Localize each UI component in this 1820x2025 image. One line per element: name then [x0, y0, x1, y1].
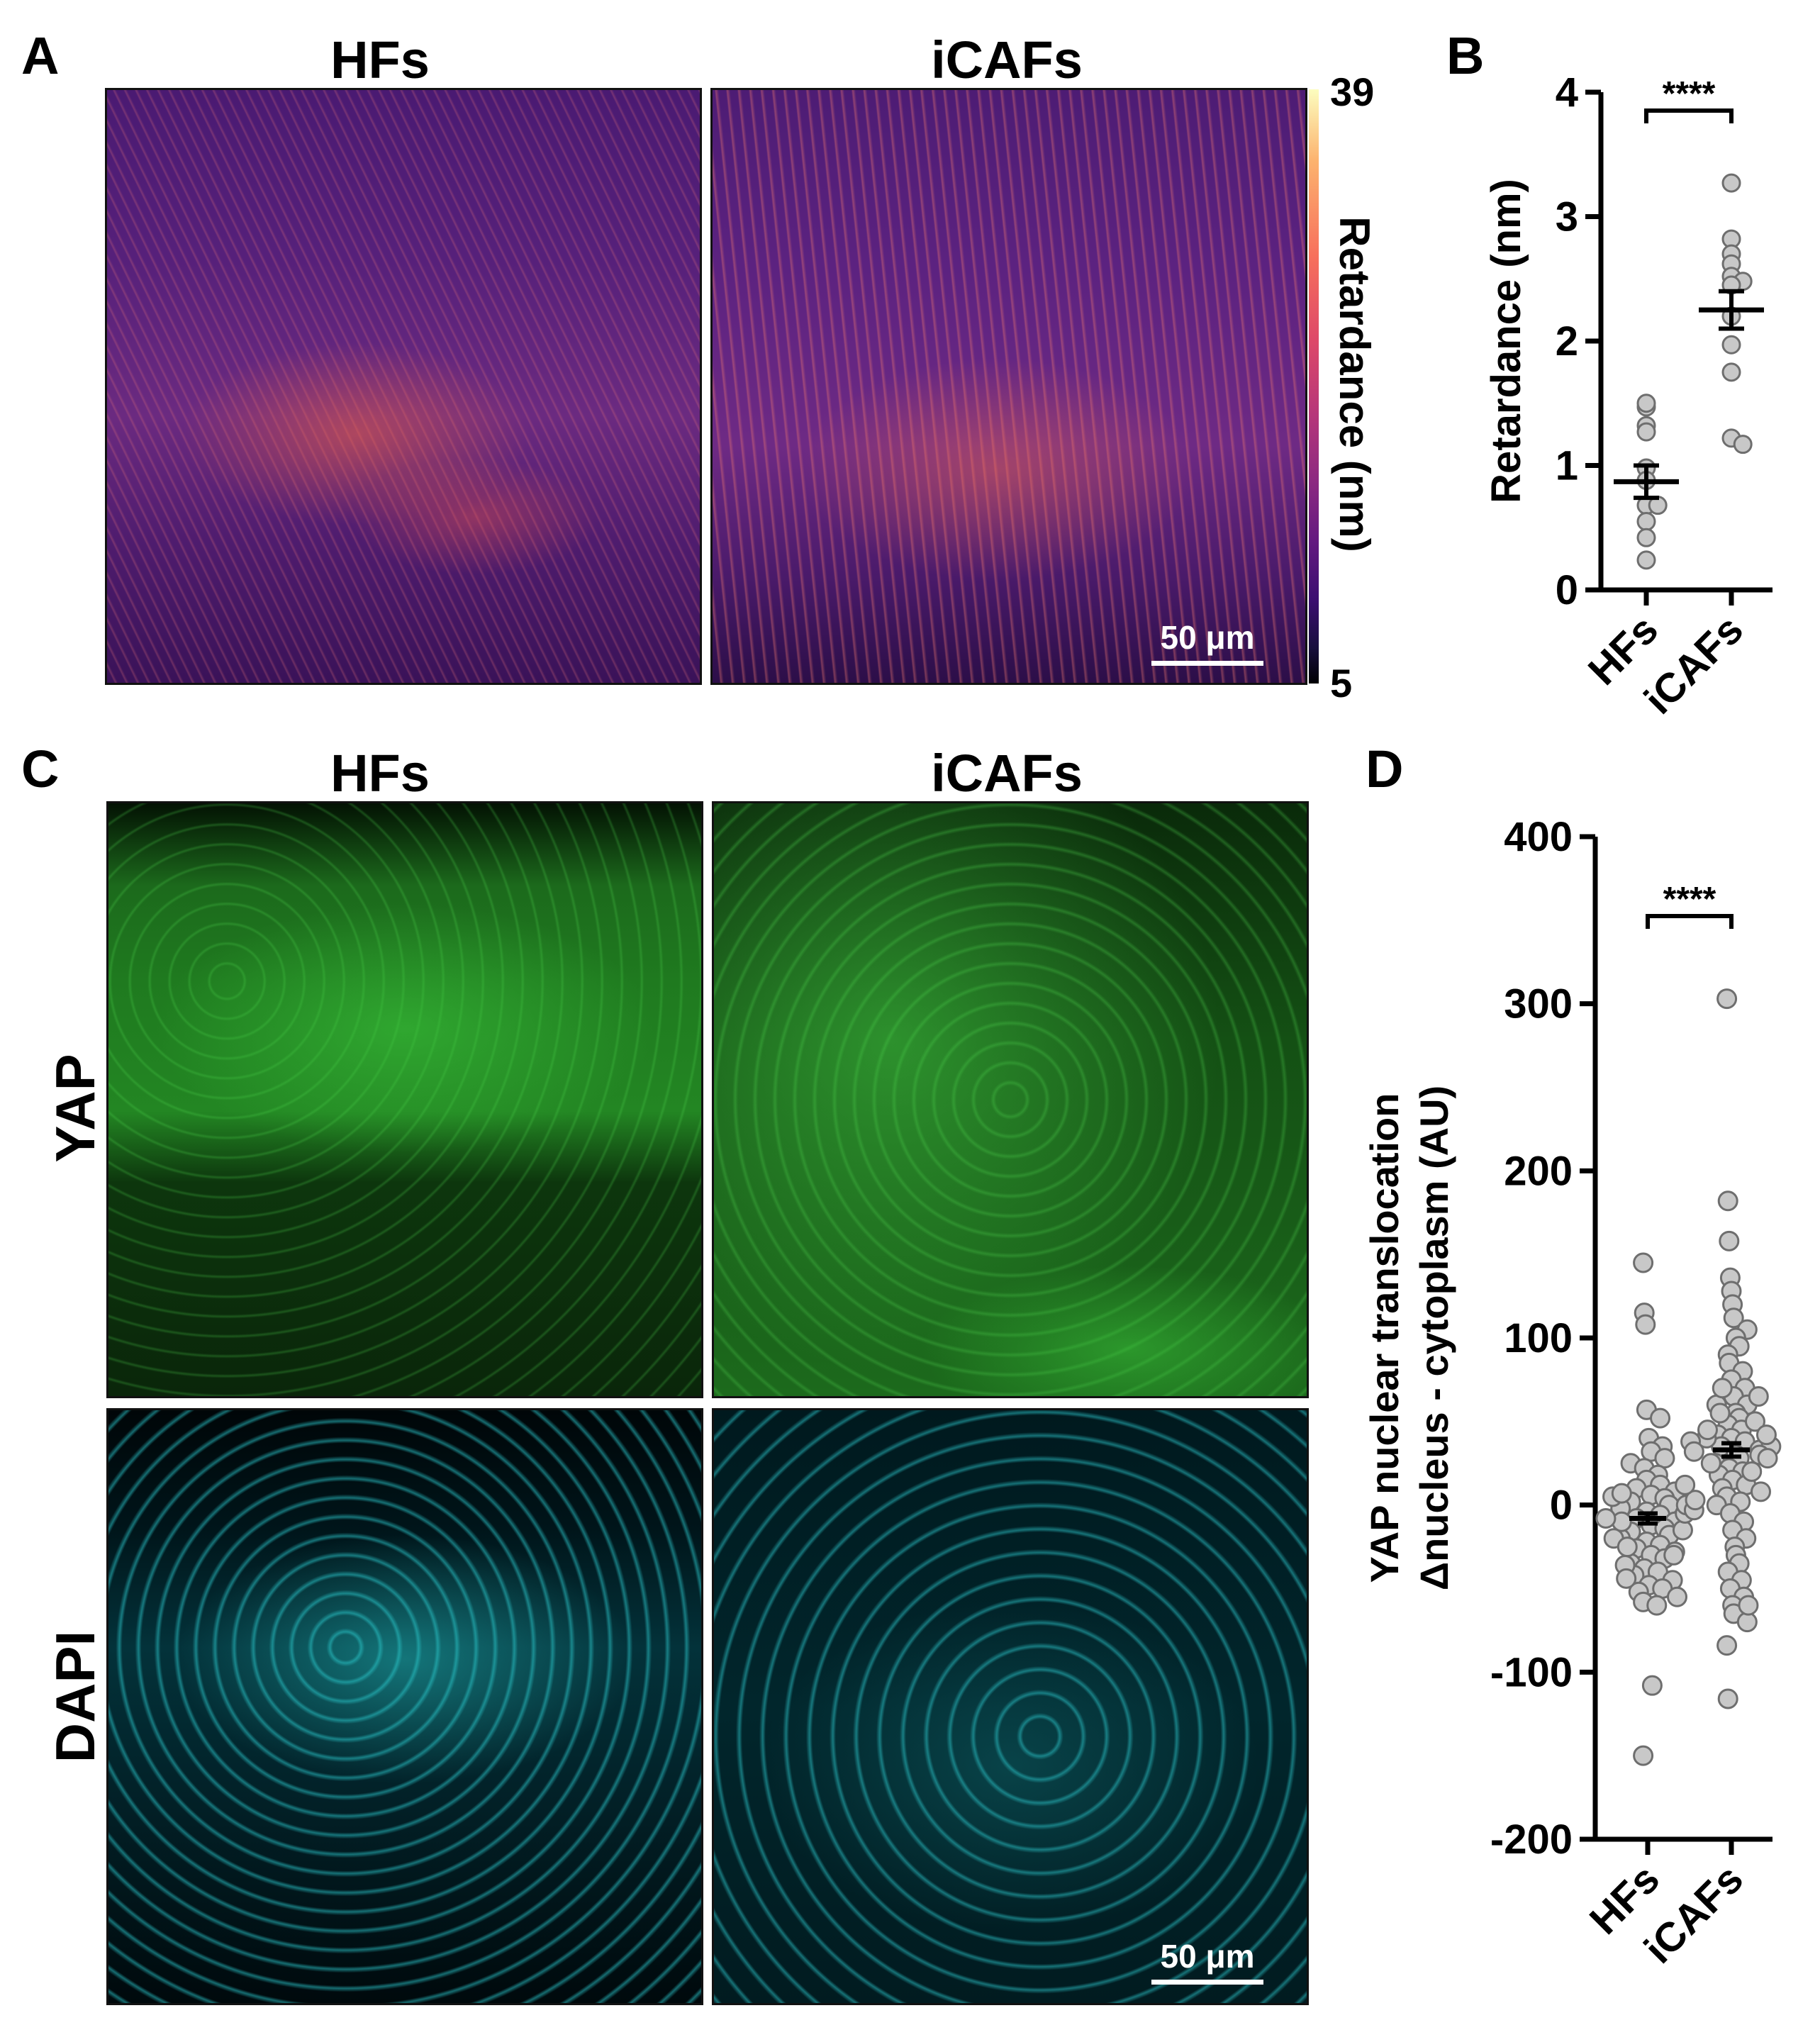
data-point	[1616, 1568, 1637, 1589]
data-point	[1733, 435, 1753, 454]
data-point	[1719, 1230, 1740, 1251]
panel-a-title-hfs: HFs	[330, 30, 430, 89]
data-point	[1633, 1745, 1654, 1766]
data-point	[1723, 1307, 1744, 1329]
scalebar-line-c	[1151, 1980, 1263, 1985]
data-point	[1700, 1453, 1721, 1474]
significance-label: ****	[1663, 75, 1716, 113]
data-point	[1738, 1595, 1759, 1616]
data-point	[1646, 1595, 1668, 1616]
data-point	[1736, 1612, 1758, 1633]
panel-a-title-icafs: iCAFs	[931, 30, 1083, 89]
data-point	[1721, 173, 1741, 193]
data-point	[1672, 1519, 1693, 1541]
data-point	[1745, 1411, 1765, 1432]
data-point	[1636, 394, 1656, 413]
panel-label-a: A	[21, 26, 60, 85]
data-point	[1721, 362, 1741, 382]
significance-label: ****	[1663, 881, 1716, 918]
colorbar-min-label: 5	[1330, 661, 1353, 705]
data-point	[1721, 335, 1741, 355]
significance-bracket	[1644, 108, 1734, 123]
y-axis-label: YAP nuclear translocation	[1362, 1093, 1407, 1583]
data-point	[1717, 1688, 1738, 1709]
y-tick-label: 3	[1556, 194, 1578, 240]
data-point	[1636, 550, 1656, 570]
data-point	[1697, 1419, 1718, 1441]
data-point	[1675, 1474, 1696, 1495]
colorbar-max-label: 39	[1330, 69, 1375, 114]
data-point	[1757, 1448, 1778, 1469]
y-tick-label: -200	[1490, 1817, 1573, 1863]
chart-yap-translocation: -200 -100 0 100 200 300 400 YAP nuclear translo…	[1362, 814, 1782, 1973]
row-label-yap: YAP	[44, 1054, 106, 1163]
colorbar-title: Retardance (nm)	[1331, 216, 1378, 552]
retardance-colorbar	[1309, 89, 1319, 684]
data-point	[1667, 1586, 1687, 1607]
data-point	[1748, 1385, 1769, 1407]
data-point	[1716, 988, 1738, 1010]
dapi-image-icafs	[712, 1408, 1309, 2005]
panel-label-d: D	[1366, 740, 1404, 798]
data-point	[1633, 1252, 1654, 1273]
yap-image-hfs	[106, 801, 703, 1398]
data-point	[1636, 528, 1656, 547]
data-point	[1663, 1544, 1685, 1566]
y-tick-label: 0	[1556, 567, 1578, 613]
panel-label-c: C	[21, 740, 60, 798]
y-tick-label: 400	[1504, 814, 1573, 860]
y-tick-label: 0	[1550, 1483, 1573, 1529]
data-point	[1685, 1490, 1706, 1511]
data-point	[1611, 1483, 1632, 1504]
data-point	[1636, 511, 1656, 531]
y-tick-label: 200	[1504, 1148, 1573, 1194]
row-label-dapi: DAPI	[44, 1630, 106, 1763]
y-tick-label: 4	[1556, 71, 1578, 116]
y-axis-label: Δnucleus - cytoplasm (AU)	[1412, 1086, 1456, 1590]
panel-c-title-hfs: HFs	[330, 744, 430, 803]
scalebar-label-a: 50 μm	[1160, 619, 1255, 656]
data-point	[1751, 1481, 1771, 1502]
y-axis-label: Retardance (nm)	[1483, 179, 1529, 503]
data-point	[1641, 1675, 1663, 1696]
data-point	[1617, 1536, 1638, 1558]
y-tick-label: 100	[1504, 1315, 1573, 1361]
panel-c-title-icafs: iCAFs	[931, 744, 1083, 803]
data-point	[1635, 1314, 1656, 1335]
scalebar-line-a	[1151, 661, 1263, 666]
data-point	[1650, 1407, 1671, 1429]
y-tick-label: 300	[1504, 981, 1573, 1027]
data-point	[1716, 1635, 1738, 1656]
data-point	[1712, 1378, 1733, 1399]
data-point	[1755, 1424, 1777, 1446]
data-point	[1595, 1508, 1617, 1529]
y-tick-label: 2	[1556, 318, 1578, 364]
yap-image-icafs	[712, 801, 1309, 1398]
data-point	[1683, 1441, 1704, 1462]
y-tick-label: -100	[1490, 1649, 1573, 1695]
data-point	[1636, 422, 1656, 442]
scalebar-label-c: 50 μm	[1160, 1938, 1255, 1975]
x-tick-label: iCAFs	[1636, 606, 1752, 723]
retardance-image-hfs	[105, 88, 702, 685]
data-point	[1717, 1190, 1738, 1212]
y-tick-label: 1	[1556, 443, 1578, 489]
dapi-image-hfs	[106, 1408, 703, 2005]
data-point	[1709, 1402, 1731, 1424]
retardance-image-icafs	[710, 88, 1307, 685]
data-point	[1741, 1461, 1763, 1483]
panel-label-b: B	[1446, 26, 1485, 85]
significance-bracket	[1646, 914, 1734, 929]
